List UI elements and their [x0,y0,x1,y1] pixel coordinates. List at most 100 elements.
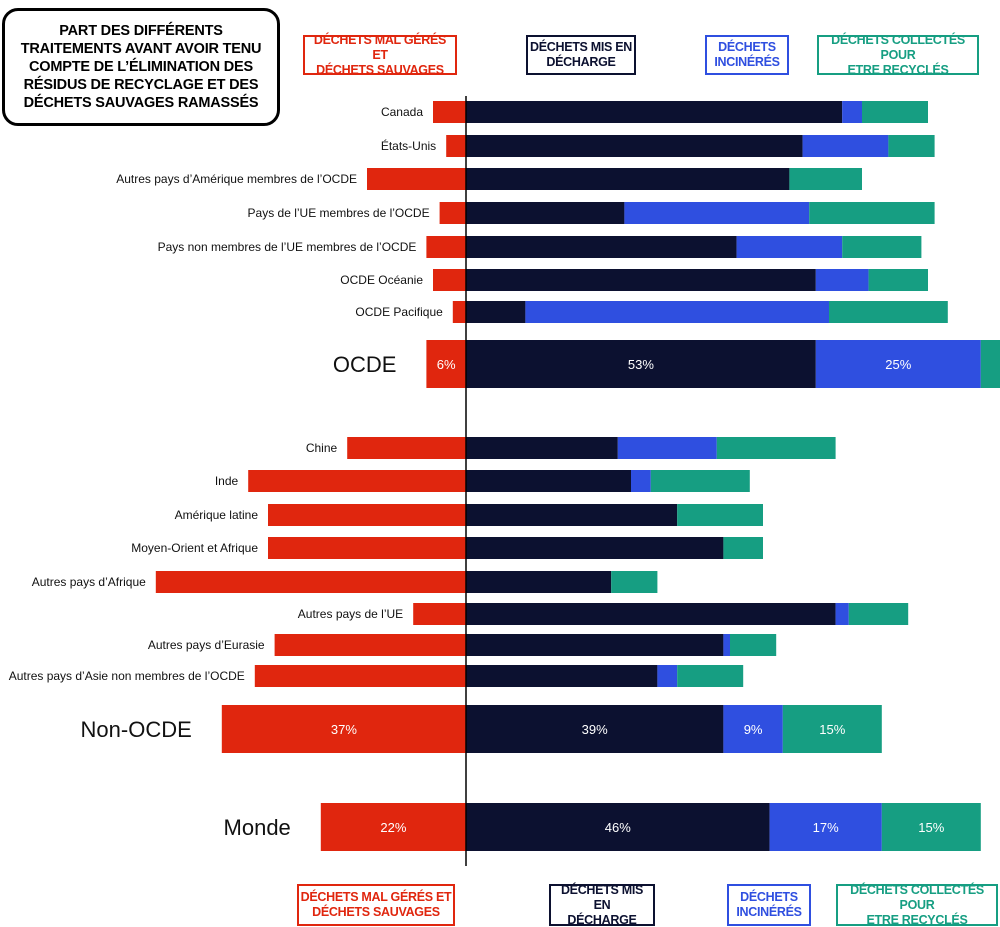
bar-recycled [888,135,935,157]
bar-recycled [782,705,882,753]
bar-incinerated [525,301,829,323]
bar-landfill [466,665,658,687]
bar-incinerated [657,665,678,687]
legend-recycled-bottom-label: DÉCHETS COLLECTÉS POUR ETRE RECYCLÉS [850,882,984,927]
legend-incinerated-top: DÉCHETS INCINÉRÉS [705,35,789,75]
category-label: OCDE Pacifique [355,305,443,319]
bar-landfill [466,603,836,625]
bar-mismanaged [433,269,466,291]
legend-mismanaged-bottom: DÉCHETS MAL GÉRÉS ET DÉCHETS SAUVAGES [297,884,455,926]
category-label: Autres pays d’Afrique [32,575,146,589]
bar-landfill [466,571,612,593]
category-label: Autres pays d’Amérique membres de l’OCDE [116,172,357,186]
legend-recycled-top: DÉCHETS COLLECTÉS POUR ETRE RECYCLÉS [817,32,979,77]
category-label: Autres pays d’Asie non membres de l’OCDE [9,669,245,683]
bar-incinerated [769,803,882,851]
bar-landfill [466,301,526,323]
category-label: Autres pays de l’UE [298,607,403,621]
bar-landfill [466,705,724,753]
bar-recycled [677,665,744,687]
bar-value-label: 17% [813,820,839,835]
bar-recycled [842,236,922,258]
legend-incinerated-bottom-label: DÉCHETS INCINÉRÉS [736,890,802,919]
bar-mismanaged [426,236,466,258]
category-label: Chine [306,441,338,455]
category-label: Pays de l’UE membres de l’OCDE [248,206,430,220]
bar-recycled [716,437,836,459]
bar-mismanaged [155,571,467,593]
bar-recycled [980,340,1000,388]
bar-landfill [466,269,816,291]
bar-mismanaged [426,340,466,388]
bar-incinerated [835,603,849,625]
bar-value-label: 15% [819,722,845,737]
bar-mismanaged [248,470,466,492]
legend-mismanaged-bottom-label: DÉCHETS MAL GÉRÉS ET DÉCHETS SAUVAGES [300,890,452,919]
bar-recycled [723,537,763,559]
bar-mismanaged [254,665,466,687]
bar-landfill [466,470,631,492]
title-box: PART DES DIFFÉRENTS TRAITEMENTS AVANT AV… [2,8,280,126]
legend-landfill-top: DÉCHETS MIS EN DÉCHARGE [526,35,636,75]
bar-value-label: 9% [744,722,763,737]
legend-recycled-bottom: DÉCHETS COLLECTÉS POUR ETRE RECYCLÉS [836,882,998,927]
bar-recycled [868,269,928,291]
bar-mismanaged [413,603,466,625]
bar-recycled [848,603,909,625]
legend-incinerated-top-label: DÉCHETS INCINÉRÉS [714,40,780,69]
bar-value-label: 25% [885,357,911,372]
bar-recycled [881,803,981,851]
bar-landfill [466,135,803,157]
bar-mismanaged [268,504,466,526]
legend-landfill-bottom-label: DÉCHETS MIS EN DÉCHARGE [560,882,644,927]
bar-landfill [466,168,790,190]
group-total-label: Non-OCDE [81,717,192,742]
bar-recycled [809,202,935,224]
bar-incinerated [842,101,862,123]
legend-incinerated-bottom: DÉCHETS INCINÉRÉS [727,884,811,926]
bar-incinerated [723,634,730,656]
bar-incinerated [802,135,889,157]
bar-value-label: 6% [437,357,456,372]
bar-landfill [466,202,625,224]
legend-mismanaged-top: DÉCHETS MAL GÉRÉS ET DÉCHETS SAUVAGES [303,32,457,77]
bar-recycled [829,301,948,323]
legend-landfill-bottom: DÉCHETS MIS EN DÉCHARGE [549,882,655,927]
group-total-label: Monde [224,815,291,840]
bar-value-label: 46% [605,820,631,835]
bar-landfill [466,236,737,258]
bar-value-label: 37% [331,722,357,737]
category-label: Amérique latine [175,508,259,522]
bar-mismanaged [452,301,466,323]
bar-incinerated [617,437,717,459]
bar-landfill [466,537,724,559]
legend-mismanaged-top-label: DÉCHETS MAL GÉRÉS ET DÉCHETS SAUVAGES [313,32,447,77]
category-label: Moyen-Orient et Afrique [131,541,258,555]
bar-mismanaged [221,705,466,753]
bar-landfill [466,101,843,123]
bar-value-label: 53% [628,357,654,372]
bar-mismanaged [439,202,466,224]
bar-mismanaged [347,437,466,459]
legend-landfill-top-label: DÉCHETS MIS EN DÉCHARGE [529,40,633,69]
chart-title: PART DES DIFFÉRENTS TRAITEMENTS AVANT AV… [20,23,262,111]
bar-incinerated [723,705,783,753]
bar-landfill [466,634,724,656]
bar-mismanaged [274,634,466,656]
bar-recycled [789,168,862,190]
bar-incinerated [815,269,869,291]
bar-mismanaged [268,537,466,559]
legend-recycled-top-label: DÉCHETS COLLECTÉS POUR ETRE RECYCLÉS [831,32,965,77]
bar-recycled [650,470,750,492]
bar-mismanaged [433,101,466,123]
bar-recycled [862,101,928,123]
bar-value-label: 22% [380,820,406,835]
bar-landfill [466,504,678,526]
category-label: OCDE Océanie [340,273,423,287]
category-label: Autres pays d’Eurasie [148,638,265,652]
bar-incinerated [815,340,981,388]
bar-mismanaged [320,803,466,851]
bar-value-label: 15% [918,820,944,835]
bar-value-label: 39% [582,722,608,737]
